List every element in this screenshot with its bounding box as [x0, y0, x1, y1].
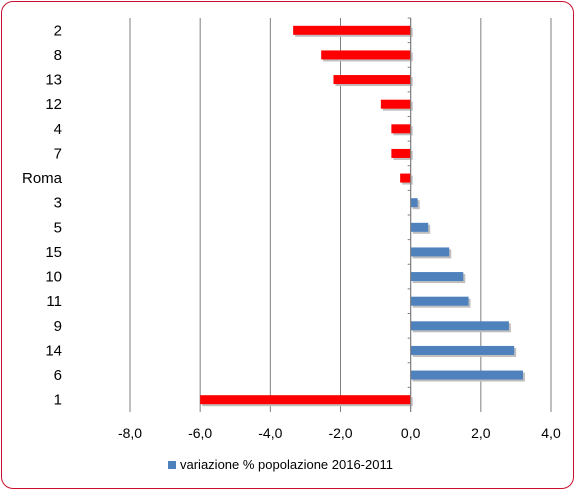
- bar: [410, 247, 450, 257]
- x-tick-label: 0,0: [401, 425, 421, 441]
- category-label: 15: [45, 244, 62, 261]
- category-label: 6: [54, 367, 62, 384]
- bar: [410, 296, 469, 306]
- bar: [293, 25, 411, 35]
- legend: variazione % popolazione 2016-2011: [168, 457, 393, 472]
- bar: [410, 198, 418, 208]
- bar: [410, 222, 429, 232]
- bar: [391, 124, 411, 134]
- bar: [200, 395, 411, 405]
- category-label: 10: [45, 269, 62, 286]
- x-tick-label: -2,0: [328, 425, 352, 441]
- category-label: 4: [54, 121, 62, 138]
- category-labels: 2 8 13 12 4 7 Roma 3 5 15 10 11 9 14 6 1: [22, 22, 63, 408]
- category-label: 8: [54, 47, 62, 64]
- bar: [380, 99, 411, 109]
- x-tick-label: 4,0: [541, 425, 561, 441]
- bar: [410, 370, 523, 380]
- category-label: 9: [54, 318, 62, 335]
- bar: [410, 321, 509, 331]
- bar: [391, 148, 411, 158]
- bars: [200, 17, 525, 412]
- bar: [333, 75, 411, 85]
- x-tick-label: -8,0: [118, 425, 142, 441]
- category-label: 5: [54, 219, 62, 236]
- category-label: 11: [46, 293, 62, 310]
- x-tick-labels: -8,0 -6,0 -4,0 -2,0 0,0 2,0 4,0: [118, 425, 561, 441]
- category-label: 3: [54, 195, 62, 212]
- category-label: 2: [54, 22, 62, 39]
- bar: [321, 50, 411, 60]
- legend-label: variazione % popolazione 2016-2011: [180, 457, 393, 472]
- bar: [400, 173, 411, 183]
- category-label: 14: [45, 342, 62, 359]
- category-label: 13: [45, 72, 62, 89]
- bar: [410, 345, 515, 355]
- legend-swatch: [168, 461, 176, 469]
- x-tick-label: 2,0: [471, 425, 491, 441]
- bar: [410, 272, 464, 282]
- category-label: 1: [54, 392, 62, 409]
- category-label: 12: [45, 96, 62, 113]
- category-label: 7: [54, 145, 62, 162]
- x-tick-label: -4,0: [258, 425, 282, 441]
- x-tick-label: -6,0: [188, 425, 212, 441]
- category-label: Roma: [22, 170, 63, 187]
